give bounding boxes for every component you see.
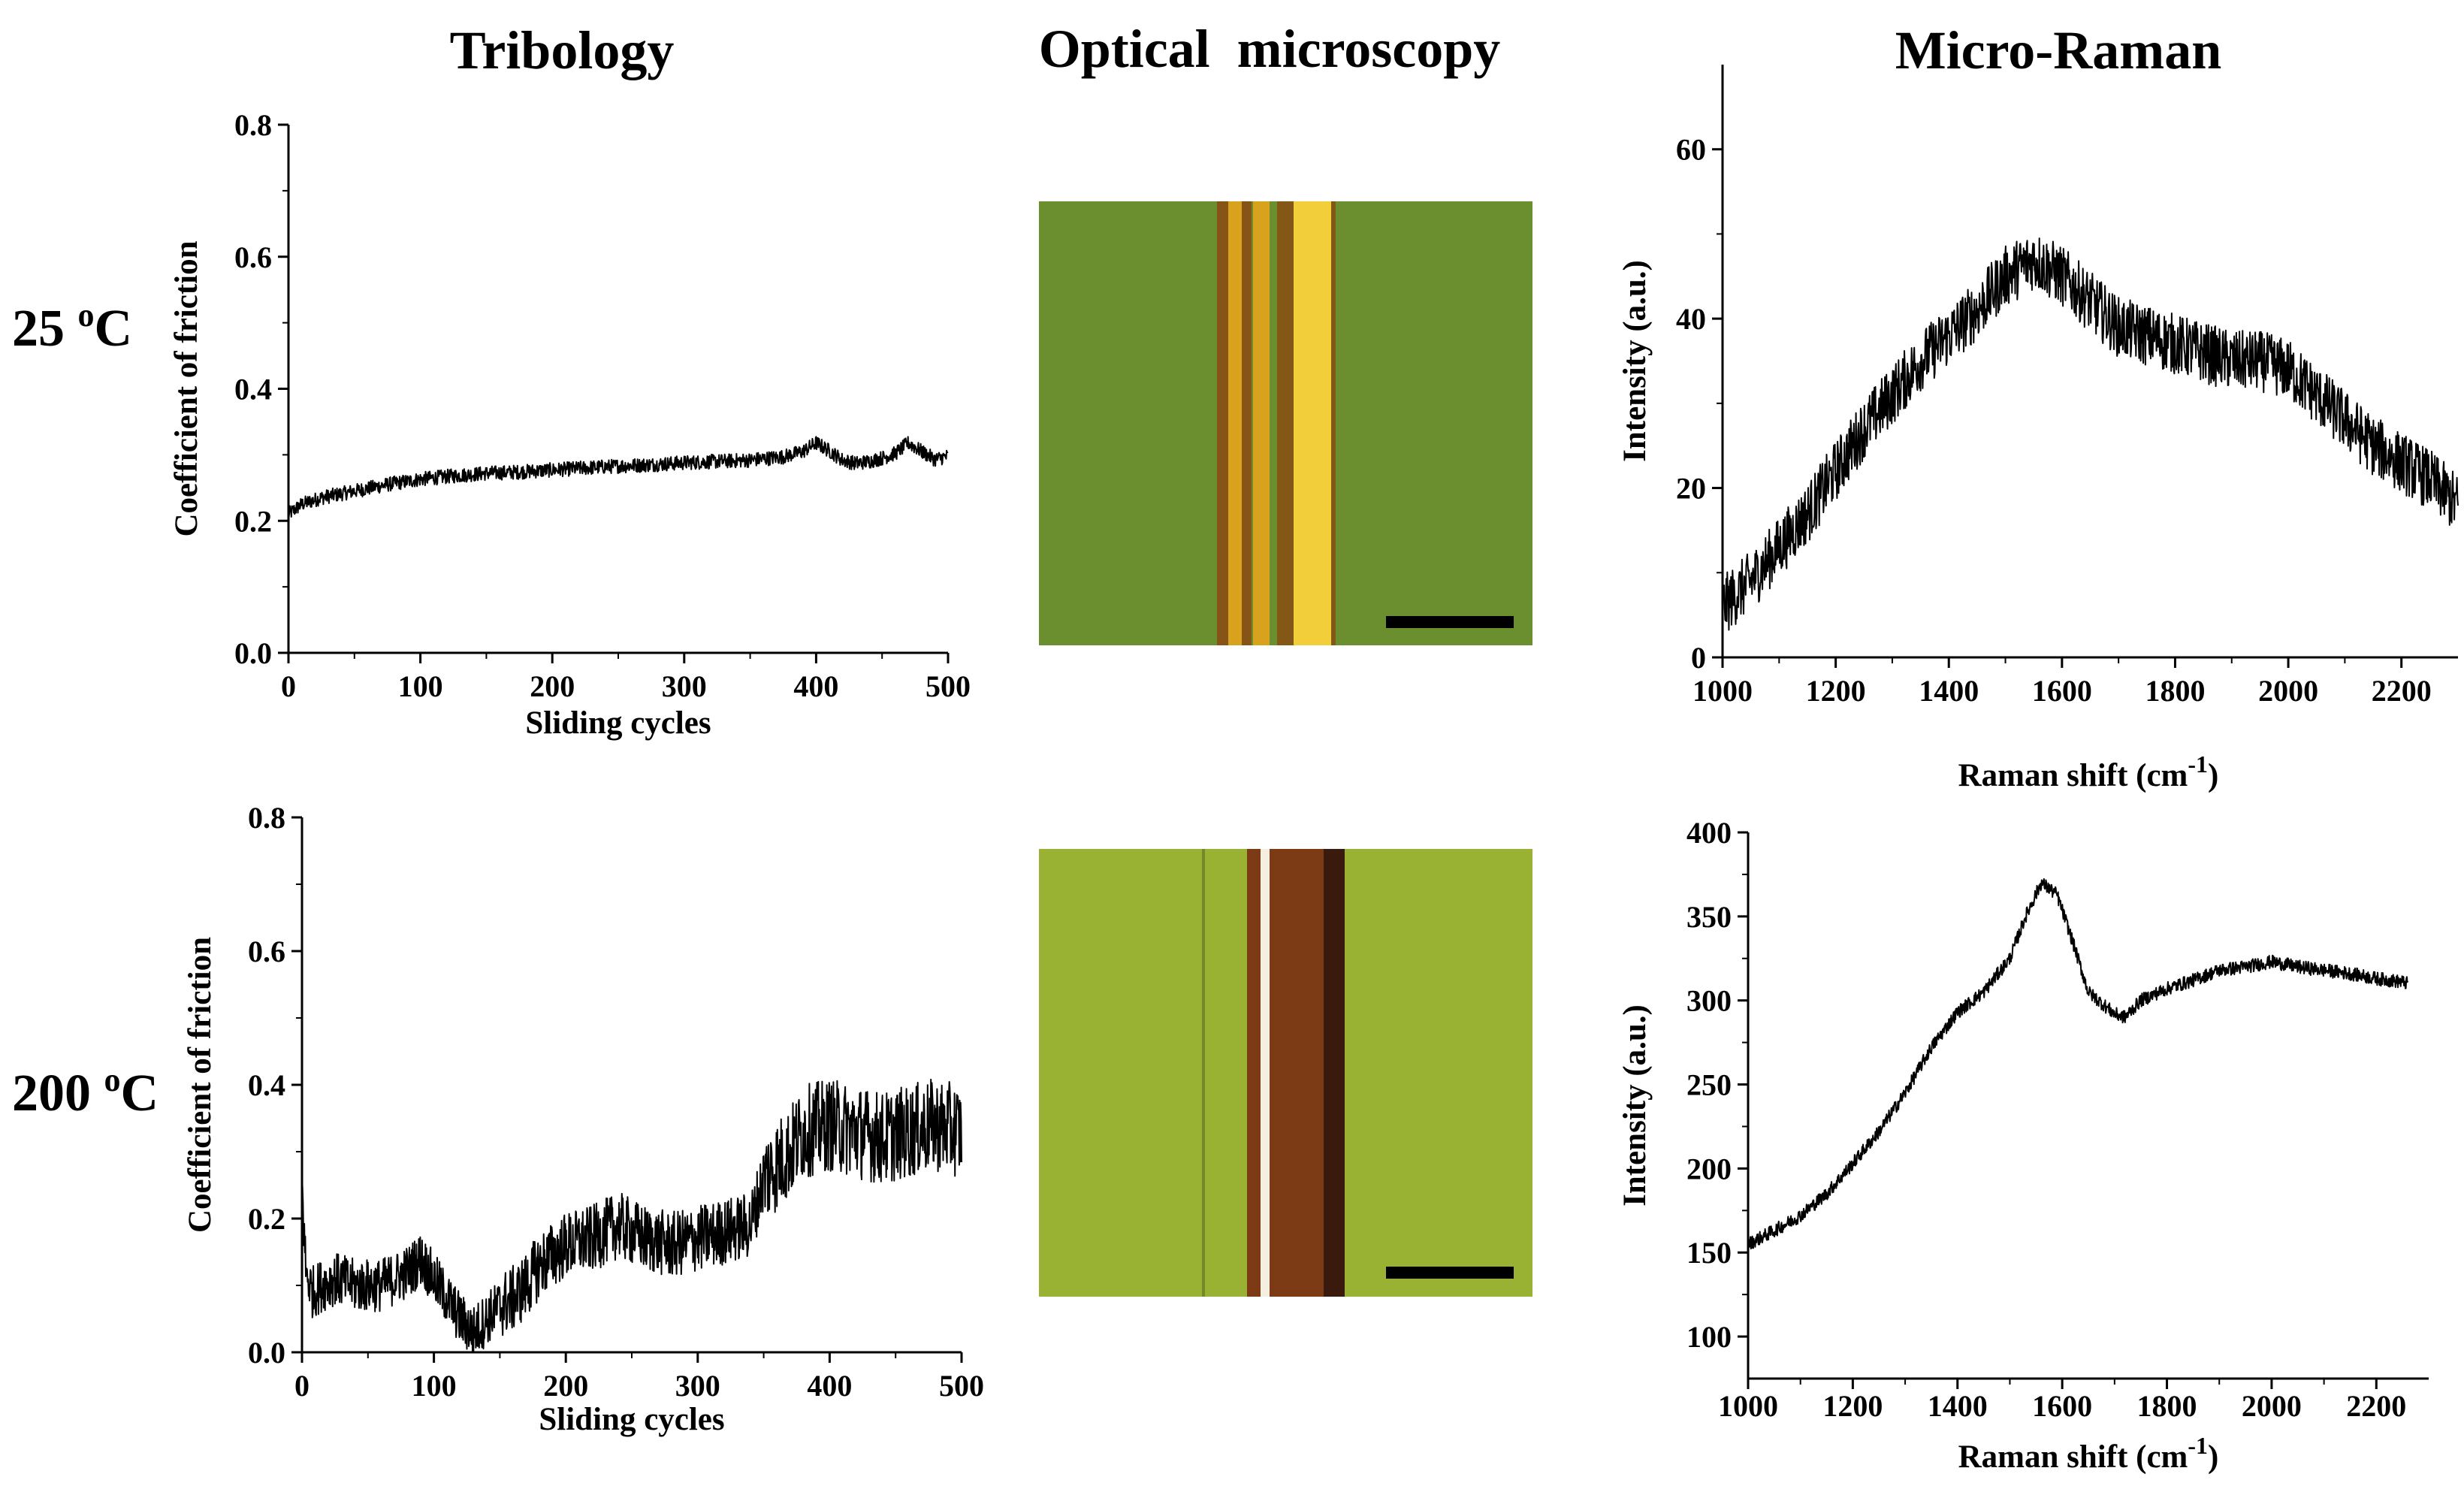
chart-raman200: 1000 1200 1400 1600 1800 2000 2200 100 150 200 250… (1617, 816, 2429, 1475)
trib25-y-tick-label: 0.4 (234, 373, 272, 406)
raman25-y-tick-label: 0 (1691, 641, 1706, 675)
trib200-x-axis-title: Sliding cycles (539, 1402, 724, 1437)
raman25-x-axis-title-end: ) (2208, 758, 2218, 793)
trib25-x-axis-title-text: Sliding cycles (525, 705, 711, 741)
trib25-y-tick-label: 0.6 (234, 240, 272, 274)
raman25-x-tick-label: 1600 (2032, 674, 2092, 708)
raman25-x-axis-title: Raman shift (cm-1) (1958, 751, 2219, 793)
trib200-y-tick-label: 0.4 (248, 1068, 285, 1102)
raman200-series-line (1747, 878, 2409, 1250)
raman200-x-tick-label: 1000 (1718, 1389, 1778, 1423)
row-label-25C: 25 oC (12, 297, 132, 358)
raman200-y-tick-label: 300 (1686, 984, 1732, 1018)
trib25-x-axis-title: Sliding cycles (525, 705, 711, 741)
raman200-x-tick-label: 1400 (1928, 1389, 1988, 1423)
raman200-y-tick-label: 100 (1686, 1320, 1732, 1354)
trib25-x-tick-label: 400 (793, 669, 838, 703)
chart-trib200: 0 100 200 300 400 500 0.0 0.2 0.4 0.6 0.8 Sliding c… (183, 801, 984, 1437)
raman25-x-tick-label: 2200 (2372, 674, 2432, 708)
trib200-x-tick-label: 300 (675, 1369, 720, 1403)
row-label-25C-degree: o (78, 297, 95, 334)
trib25-x-tick-label: 200 (530, 669, 575, 703)
micrograph-200C-scale-label: 500 µm (1438, 1270, 1461, 1278)
trib200-y-axis-title: Coefficient of friction (183, 937, 218, 1233)
raman200-x-axis-title-end: ) (2208, 1439, 2218, 1475)
raman200-x-tick-label: 1800 (2137, 1389, 2197, 1423)
trib200-x-axis-title-text: Sliding cycles (539, 1402, 724, 1437)
raman25-y-tick-label: 60 (1676, 133, 1706, 167)
raman200-y-tick-label: 150 (1686, 1236, 1732, 1270)
raman25-x-axis-title-text: Raman shift (cm (1958, 758, 2188, 793)
row-label-200C-unit: C (121, 1065, 159, 1122)
header-optical-microscopy: Optical microscopy (1039, 19, 1501, 79)
trib200-y-tick-label: 0.0 (248, 1336, 285, 1370)
micrograph-25C-scale-label: 500 µm (1438, 619, 1461, 627)
raman25-y-axis-title: Intensity (a.u.) (1617, 260, 1653, 462)
raman200-x-tick-label: 1600 (2032, 1389, 2092, 1423)
raman25-x-tick-label: 1000 (1692, 674, 1753, 708)
raman25-x-tick-label: 2000 (2258, 674, 2318, 708)
raman25-x-tick-label: 1400 (1919, 674, 1979, 708)
micrograph-200C-scratch (1202, 849, 1205, 1297)
raman200-y-tick-label: 350 (1686, 900, 1732, 934)
trib200-y-tick-label: 0.2 (248, 1202, 285, 1236)
raman200-x-axis-title: Raman shift (cm-1) (1958, 1432, 2219, 1475)
raman200-x-axis-title-text: Raman shift (cm (1958, 1439, 2188, 1475)
trib200-x-tick-label: 400 (807, 1369, 852, 1403)
row-label-25C-value: 25 (12, 300, 78, 358)
trib25-y-tick-label: 0.8 (234, 108, 272, 142)
raman200-x-tick-label: 2200 (2346, 1389, 2406, 1423)
micrograph-25C-scale-bar (1386, 616, 1514, 628)
micrograph-200C-wear-track-dark (1324, 849, 1345, 1297)
micrograph-25C: 500 µm (1039, 201, 1532, 645)
trib25-y-tick-label: 0.2 (234, 504, 272, 538)
raman200-x-axis-title-sup: -1 (2188, 1432, 2208, 1459)
row-label-200C: 200 oC (12, 1062, 159, 1122)
raman25-y-tick-label: 40 (1676, 302, 1706, 336)
raman200-x-tick-label: 1200 (1822, 1389, 1883, 1423)
trib200-x-tick-label: 100 (412, 1369, 457, 1403)
micrograph-25C-wear-track-bright (1294, 201, 1331, 645)
trib25-x-tick-label: 500 (926, 669, 971, 703)
trib200-y-tick-label: 0.8 (248, 801, 285, 835)
micrograph-200C-wear-track-bright (1261, 849, 1270, 1297)
chart-raman25: 1000 1200 1400 1600 1800 2000 2200 0 20 40 60 Raman… (1617, 65, 2459, 793)
chart-trib25: 0 100 200 300 400 500 0.0 0.2 0.4 0.6 0.8 Sliding c… (169, 108, 971, 741)
raman25-series-line (1722, 237, 2459, 631)
trib25-x-tick-label: 0 (281, 669, 296, 703)
trib200-y-tick-label: 0.6 (248, 935, 285, 968)
raman25-y-tick-label: 20 (1676, 472, 1706, 506)
trib25-y-tick-label: 0.0 (234, 636, 272, 670)
trib25-series-line (288, 436, 949, 518)
row-label-200C-degree: o (104, 1062, 121, 1098)
trib200-x-tick-label: 500 (939, 1369, 984, 1403)
raman25-x-tick-label: 1800 (2145, 674, 2205, 708)
raman25-x-tick-label: 1200 (1806, 674, 1866, 708)
raman200-y-tick-label: 200 (1686, 1152, 1732, 1185)
header-micro-raman: Micro-Raman (1895, 20, 2222, 80)
micrograph-25C-wear-track-stripe-1 (1228, 201, 1242, 645)
raman25-x-axis-title-sup: -1 (2188, 751, 2208, 778)
row-label-200C-value: 200 (12, 1065, 104, 1122)
trib25-x-tick-label: 100 (398, 669, 443, 703)
trib25-y-axis-title: Coefficient of friction (169, 240, 204, 536)
micrograph-25C-wear-track-stripe-2 (1253, 201, 1270, 645)
raman200-y-tick-label: 400 (1686, 816, 1732, 850)
trib200-x-tick-label: 0 (294, 1369, 310, 1403)
row-label-25C-unit: C (95, 300, 133, 358)
trib200-x-tick-label: 200 (543, 1369, 588, 1403)
trib200-series-line (301, 1078, 962, 1353)
raman200-y-tick-label: 250 (1686, 1068, 1732, 1102)
raman200-x-tick-label: 2000 (2242, 1389, 2302, 1423)
micrograph-200C: 500 µm (1039, 849, 1532, 1297)
raman200-y-axis-title: Intensity (a.u.) (1617, 1004, 1653, 1207)
header-tribology: Tribology (450, 20, 675, 80)
trib25-x-tick-label: 300 (662, 669, 707, 703)
micrograph-200C-scale-bar (1386, 1267, 1514, 1279)
